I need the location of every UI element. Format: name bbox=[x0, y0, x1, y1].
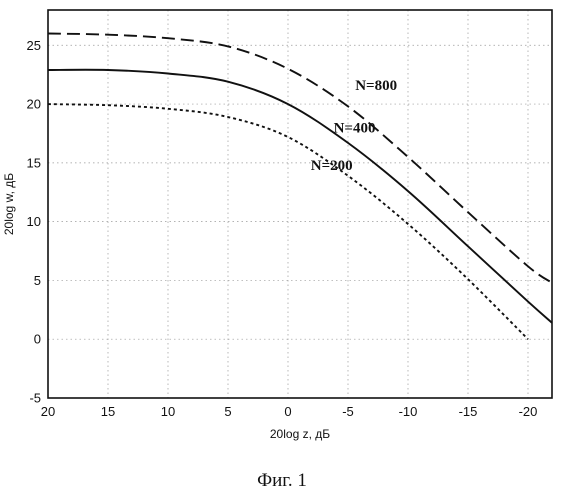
x-tick-label: 0 bbox=[284, 404, 291, 419]
y-tick-label: -5 bbox=[29, 391, 41, 406]
x-tick-label: -5 bbox=[342, 404, 354, 419]
x-axis-label: 20log z, дБ bbox=[270, 427, 330, 441]
x-tick-label: 5 bbox=[224, 404, 231, 419]
x-tick-label: 15 bbox=[101, 404, 115, 419]
series-layer bbox=[48, 34, 552, 340]
grid-lines bbox=[48, 10, 552, 398]
x-tick-label: -15 bbox=[459, 404, 478, 419]
series-label: N=800 bbox=[355, 78, 397, 94]
series-label: N=400 bbox=[334, 120, 376, 136]
figure-caption: Фиг. 1 bbox=[0, 470, 564, 492]
x-tick-label: 10 bbox=[161, 404, 175, 419]
y-tick-label: 5 bbox=[34, 273, 41, 288]
y-tick-labels: -5 0 5 10 15 20 25 bbox=[27, 38, 41, 406]
y-tick-label: 20 bbox=[27, 97, 41, 112]
series-label: N=200 bbox=[311, 158, 353, 174]
x-tick-label: -10 bbox=[399, 404, 418, 419]
y-tick-label: 15 bbox=[27, 155, 41, 170]
y-axis-label: 20log w, дБ bbox=[2, 173, 16, 235]
plot-frame bbox=[48, 10, 552, 398]
y-tick-label: 10 bbox=[27, 214, 41, 229]
y-tick-label: 0 bbox=[34, 332, 41, 347]
x-tick-labels: 20 15 10 5 0 -5 -10 -15 -20 bbox=[41, 404, 538, 419]
series-line-n-400 bbox=[48, 70, 552, 323]
x-tick-label: -20 bbox=[519, 404, 538, 419]
y-tick-label: 25 bbox=[27, 38, 41, 53]
x-tick-label: 20 bbox=[41, 404, 55, 419]
